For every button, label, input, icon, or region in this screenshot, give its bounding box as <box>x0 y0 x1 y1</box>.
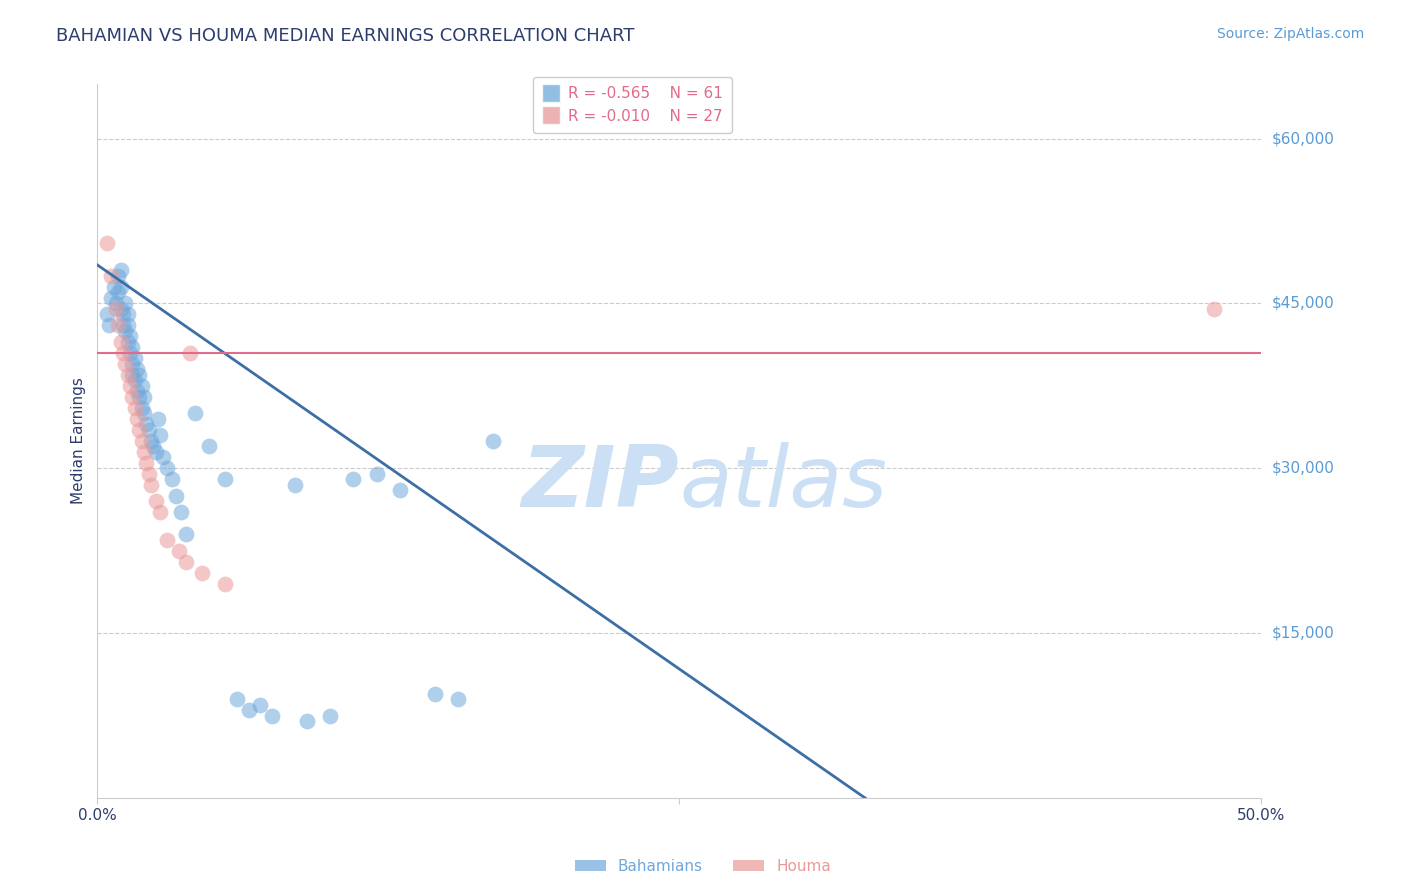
Point <box>110 280 132 294</box>
Point <box>131 379 153 393</box>
Point <box>249 698 271 712</box>
Point <box>103 280 125 294</box>
Point <box>124 351 146 366</box>
Point <box>131 401 153 415</box>
Point <box>117 318 139 333</box>
Point <box>139 434 162 448</box>
Point <box>156 533 179 547</box>
Point <box>96 235 118 250</box>
Point <box>128 423 150 437</box>
Text: Source: ZipAtlas.com: Source: ZipAtlas.com <box>1216 27 1364 41</box>
Text: ZIP: ZIP <box>522 442 679 525</box>
Text: $45,000: $45,000 <box>1272 296 1334 311</box>
Text: $60,000: $60,000 <box>1272 131 1334 146</box>
Point <box>121 340 143 354</box>
Point <box>319 708 342 723</box>
Point <box>117 307 139 321</box>
Point <box>170 505 193 519</box>
Point <box>118 379 141 393</box>
Point <box>104 296 127 310</box>
Point <box>191 566 214 580</box>
Point <box>184 406 207 420</box>
Point <box>121 390 143 404</box>
Point <box>107 318 129 333</box>
Point <box>214 472 236 486</box>
Point <box>146 412 169 426</box>
Point <box>125 384 148 399</box>
Point <box>114 296 136 310</box>
Point <box>107 268 129 283</box>
Point <box>110 263 132 277</box>
Point <box>423 687 446 701</box>
Point <box>135 417 157 432</box>
Point <box>482 434 505 448</box>
Point <box>111 346 134 360</box>
Point <box>117 368 139 382</box>
Point <box>156 461 179 475</box>
Point <box>111 307 134 321</box>
Point <box>128 368 150 382</box>
Point <box>118 329 141 343</box>
Point <box>131 434 153 448</box>
Point <box>107 285 129 300</box>
Point <box>100 268 122 283</box>
Text: atlas: atlas <box>679 442 887 525</box>
Point <box>166 489 188 503</box>
Point <box>121 357 143 371</box>
Point <box>149 428 172 442</box>
Point <box>139 477 162 491</box>
Point <box>114 357 136 371</box>
Text: BAHAMIAN VS HOUMA MEDIAN EARNINGS CORRELATION CHART: BAHAMIAN VS HOUMA MEDIAN EARNINGS CORREL… <box>56 27 634 45</box>
Point <box>124 373 146 387</box>
Point <box>160 472 183 486</box>
Point <box>138 423 160 437</box>
Point <box>110 301 132 316</box>
Point <box>152 450 174 465</box>
Text: $15,000: $15,000 <box>1272 625 1334 640</box>
Point <box>214 576 236 591</box>
Legend: R = -0.565    N = 61, R = -0.010    N = 27: R = -0.565 N = 61, R = -0.010 N = 27 <box>533 77 733 133</box>
Point <box>226 692 249 706</box>
Text: $30,000: $30,000 <box>1272 461 1334 475</box>
Y-axis label: Median Earnings: Median Earnings <box>72 377 86 504</box>
Point <box>124 401 146 415</box>
Point <box>100 291 122 305</box>
Point <box>198 439 221 453</box>
Point <box>110 334 132 349</box>
Point <box>295 714 318 728</box>
Point <box>135 456 157 470</box>
Point <box>174 555 197 569</box>
Point <box>145 444 167 458</box>
Legend: Bahamians, Houma: Bahamians, Houma <box>569 853 837 880</box>
Point <box>132 444 155 458</box>
Point <box>138 467 160 481</box>
Point <box>125 412 148 426</box>
Point <box>117 334 139 349</box>
Point <box>342 472 364 486</box>
Point <box>96 307 118 321</box>
Point <box>1204 301 1226 316</box>
Point <box>114 324 136 338</box>
Point <box>125 362 148 376</box>
Point <box>98 318 121 333</box>
Point <box>142 439 165 453</box>
Point <box>118 346 141 360</box>
Point <box>179 346 201 360</box>
Point <box>388 483 411 498</box>
Point <box>132 390 155 404</box>
Point <box>128 390 150 404</box>
Point <box>447 692 470 706</box>
Point <box>145 494 167 508</box>
Point <box>238 703 260 717</box>
Point <box>121 368 143 382</box>
Point <box>284 477 307 491</box>
Point <box>167 543 190 558</box>
Point <box>149 505 172 519</box>
Point <box>260 708 283 723</box>
Point <box>111 318 134 333</box>
Point <box>174 527 197 541</box>
Point <box>104 301 127 316</box>
Point <box>132 406 155 420</box>
Point <box>366 467 388 481</box>
